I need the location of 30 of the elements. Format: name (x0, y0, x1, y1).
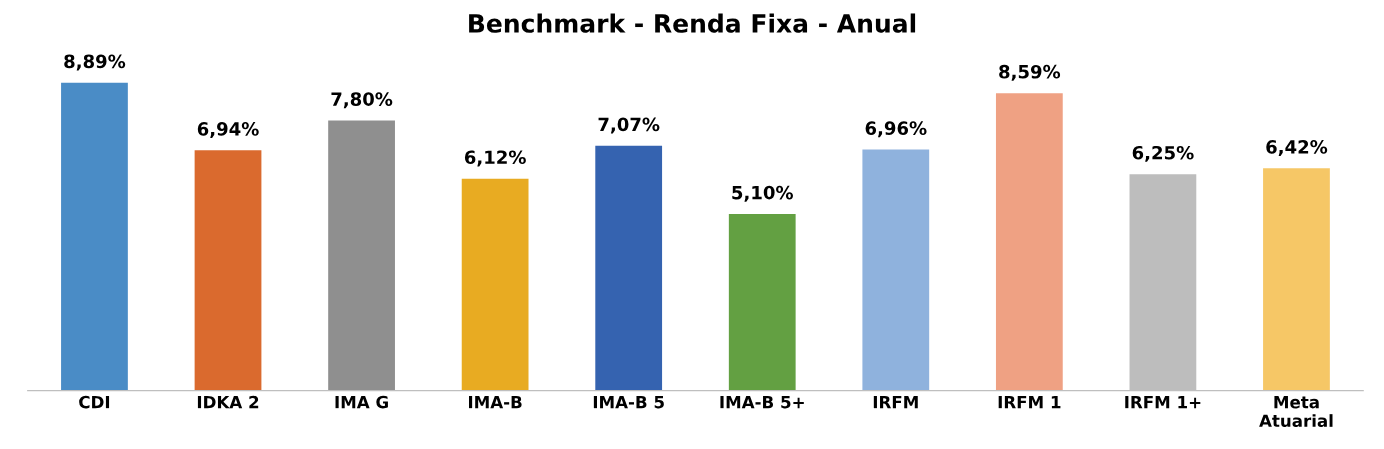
x-tick-label: IDKA 2 (197, 395, 259, 409)
bar (595, 145, 663, 391)
data-label: 6,96% (865, 121, 927, 138)
bar (728, 214, 796, 391)
bar (1263, 168, 1330, 391)
data-label: 7,80% (331, 92, 393, 109)
bar (194, 150, 262, 391)
x-tick-label: IRFM 1 (998, 396, 1061, 409)
data-label: 5,10% (732, 185, 793, 202)
chart-title: Benchmark - Renda Fixa - Anual (469, 13, 916, 33)
data-label: 7,07% (598, 117, 660, 134)
x-tick-label: Meta Atuarial (1259, 396, 1333, 428)
bar (995, 93, 1063, 391)
bar (61, 82, 128, 391)
data-label: 6,94% (197, 122, 259, 138)
x-tick-label: CDI (79, 395, 110, 409)
bar (328, 120, 395, 391)
data-label: 8,59% (999, 64, 1061, 81)
data-label: 8,89% (64, 54, 126, 71)
data-label: 6,42% (1266, 140, 1328, 156)
x-tick-label: IMA-B 5 (593, 396, 664, 409)
data-label: 6,12% (464, 150, 526, 167)
data-label: 6,25% (1132, 145, 1194, 162)
x-tick-label: IRFM (873, 396, 918, 409)
bar (461, 178, 529, 391)
x-tick-label: IMA-B (469, 396, 522, 409)
bar (862, 149, 930, 391)
x-tick-label: IMA G (335, 395, 388, 409)
x-tick-label: IRFM 1+ (1125, 396, 1201, 409)
x-tick-label: IMA-B 5+ (720, 396, 804, 409)
